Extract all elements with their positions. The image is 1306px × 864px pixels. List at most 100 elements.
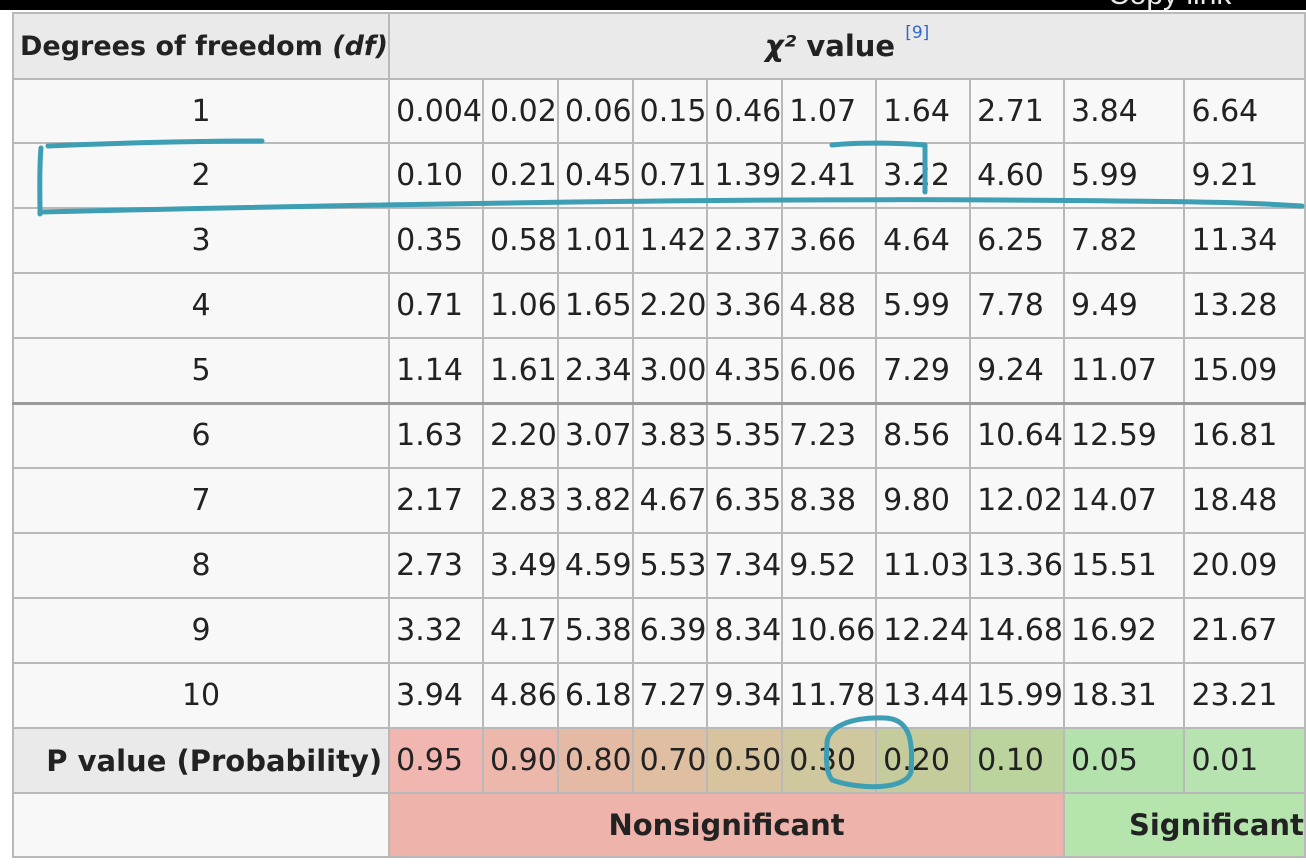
- chi-value-cell: 2.20: [631, 272, 709, 339]
- df-cell: 9: [11, 597, 391, 664]
- chi-value-cell: 7.23: [781, 401, 878, 469]
- chi-value-cell: 11.78: [781, 662, 878, 729]
- df-cell: 3: [11, 207, 391, 274]
- chi-value-cell: 3.84: [1062, 78, 1186, 144]
- df-cell: 2: [11, 142, 391, 209]
- chi-value-cell: 4.17: [482, 597, 559, 664]
- chi-value-cell: 4.86: [482, 662, 559, 729]
- chi-value-cell: 14.07: [1062, 467, 1186, 534]
- chi-value-cell: 23.21: [1183, 662, 1306, 729]
- chi-value-cell: 3.32: [388, 597, 485, 664]
- chi-value-cell: 9.34: [706, 662, 784, 729]
- p-value-cell: 0.30: [781, 727, 878, 794]
- df-column-header: Degrees of freedom (df): [11, 12, 391, 80]
- chi-value-cell: 11.07: [1062, 337, 1186, 404]
- chi-value-cell: 6.35: [706, 467, 784, 534]
- chi-value-cell: 15.09: [1183, 337, 1306, 404]
- copy-link-overlay[interactable]: Copy link: [1108, 0, 1231, 12]
- chi-value-cell: 2.37: [706, 207, 784, 274]
- chi-value-cell: 1.01: [556, 207, 634, 274]
- chi-value-cell: 2.71: [969, 78, 1065, 144]
- chi-value-cell: 9.80: [875, 467, 972, 534]
- chi-value-cell: 1.64: [875, 78, 972, 144]
- nonsignificant-label: Nonsignificant: [388, 792, 1065, 858]
- chi-value-cell: 1.39: [706, 142, 784, 209]
- chi-value-cell: 3.94: [388, 662, 485, 729]
- chi-value-cell: 4.88: [781, 272, 878, 339]
- chi-value-cell: 12.02: [969, 467, 1065, 534]
- chi-value-cell: 4.35: [706, 337, 784, 404]
- chi-value-header: χ² value [9]: [388, 12, 1306, 80]
- chi-value-cell: 6.18: [556, 662, 634, 729]
- chi-value-cell: 10.64: [969, 401, 1065, 469]
- chi-value-cell: 13.44: [875, 662, 972, 729]
- chi-value-cell: 5.99: [875, 272, 972, 339]
- chi-value-cell: 0.004: [388, 78, 485, 144]
- p-value-cell: 0.05: [1062, 727, 1186, 794]
- p-value-cell: 0.50: [706, 727, 784, 794]
- chi-value-cell: 3.82: [556, 467, 634, 534]
- chi-value-cell: 11.34: [1183, 207, 1306, 274]
- chi-value-cell: 5.53: [631, 532, 709, 599]
- chi-value-cell: 3.66: [781, 207, 878, 274]
- chi-value-cell: 6.64: [1183, 78, 1306, 144]
- chi-value-cell: 1.06: [482, 272, 559, 339]
- chi-value-cell: 3.36: [706, 272, 784, 339]
- table-row: 3 0.35 0.58 1.01 1.42 2.37 3.66 4.64 6.25 7.82 11.…: [11, 207, 1306, 274]
- chi-value-cell: 0.06: [556, 78, 634, 144]
- chi-value-cell: 2.73: [388, 532, 485, 599]
- chi-square-table-wrapper: Degrees of freedom (df) χ² value [9] 1 0.…: [11, 12, 1306, 858]
- chi-value-cell: 9.24: [969, 337, 1065, 404]
- chi-value-cell: 5.35: [706, 401, 784, 469]
- chi-value-cell: 15.51: [1062, 532, 1186, 599]
- p-value-cell: 0.80: [556, 727, 634, 794]
- df-header-text: Degrees of freedom: [20, 30, 323, 62]
- chi-value-cell: 0.35: [388, 207, 485, 274]
- chi-value-cell: 6.06: [781, 337, 878, 404]
- chi-value-cell: 5.99: [1062, 142, 1186, 209]
- table-row: 9 3.32 4.17 5.38 6.39 8.34 10.66 12.24 14.68 16.9…: [11, 597, 1306, 664]
- reference-link[interactable]: [9]: [905, 23, 930, 43]
- table-row: 6 1.63 2.20 3.07 3.83 5.35 7.23 8.56 10.64 12.59 1…: [11, 401, 1306, 469]
- table-row: 4 0.71 1.06 1.65 2.20 3.36 4.88 5.99 7.78 9.49 13.…: [11, 272, 1306, 339]
- df-cell: 6: [11, 401, 391, 469]
- chi-value-cell: 4.64: [875, 207, 972, 274]
- p-value-row: P value (Probability) 0.95 0.90 0.80 0.70 0.5…: [11, 727, 1306, 794]
- chi-value-cell: 7.34: [706, 532, 784, 599]
- chi-value-cell: 0.45: [556, 142, 634, 209]
- chi-value-cell: 2.34: [556, 337, 634, 404]
- chi-value-cell: 1.65: [556, 272, 634, 339]
- chi-value-cell: 6.39: [631, 597, 709, 664]
- chi-value-cell: 18.48: [1183, 467, 1306, 534]
- chi-value-cell: 2.20: [482, 401, 559, 469]
- p-value-cell: 0.95: [388, 727, 485, 794]
- df-cell: 7: [11, 467, 391, 534]
- chi-value-cell: 0.10: [388, 142, 485, 209]
- chi-value-cell: 18.31: [1062, 662, 1186, 729]
- chi-value-cell: 0.46: [706, 78, 784, 144]
- table-row: 2 0.10 0.21 0.45 0.71 1.39 2.41 3.22 4.60 5.99 9.2…: [11, 142, 1306, 209]
- chi-value-cell: 0.02: [482, 78, 559, 144]
- chi-value-cell: 11.03: [875, 532, 972, 599]
- chi-value-cell: 3.22: [875, 142, 972, 209]
- chi-value-cell: 2.41: [781, 142, 878, 209]
- chi-value-cell: 16.92: [1062, 597, 1186, 664]
- chi-value-cell: 9.52: [781, 532, 878, 599]
- df-cell: 4: [11, 272, 391, 339]
- chi-value-cell: 12.24: [875, 597, 972, 664]
- chi-value-cell: 8.34: [706, 597, 784, 664]
- chi-value-cell: 3.49: [482, 532, 559, 599]
- chi-value-cell: 10.66: [781, 597, 878, 664]
- chi-value-cell: 2.17: [388, 467, 485, 534]
- table-row: 5 1.14 1.61 2.34 3.00 4.35 6.06 7.29 9.24 11.07 15…: [11, 337, 1306, 404]
- chi-value-cell: 1.42: [631, 207, 709, 274]
- p-value-label: P value (Probability): [11, 727, 391, 794]
- chi-value-cell: 7.29: [875, 337, 972, 404]
- edge-mark: [0, 862, 10, 864]
- chi-value-cell: 0.71: [631, 142, 709, 209]
- chi-value-cell: 7.27: [631, 662, 709, 729]
- chi-value-cell: 4.60: [969, 142, 1065, 209]
- df-cell: 5: [11, 337, 391, 404]
- chi-value-cell: 0.58: [482, 207, 559, 274]
